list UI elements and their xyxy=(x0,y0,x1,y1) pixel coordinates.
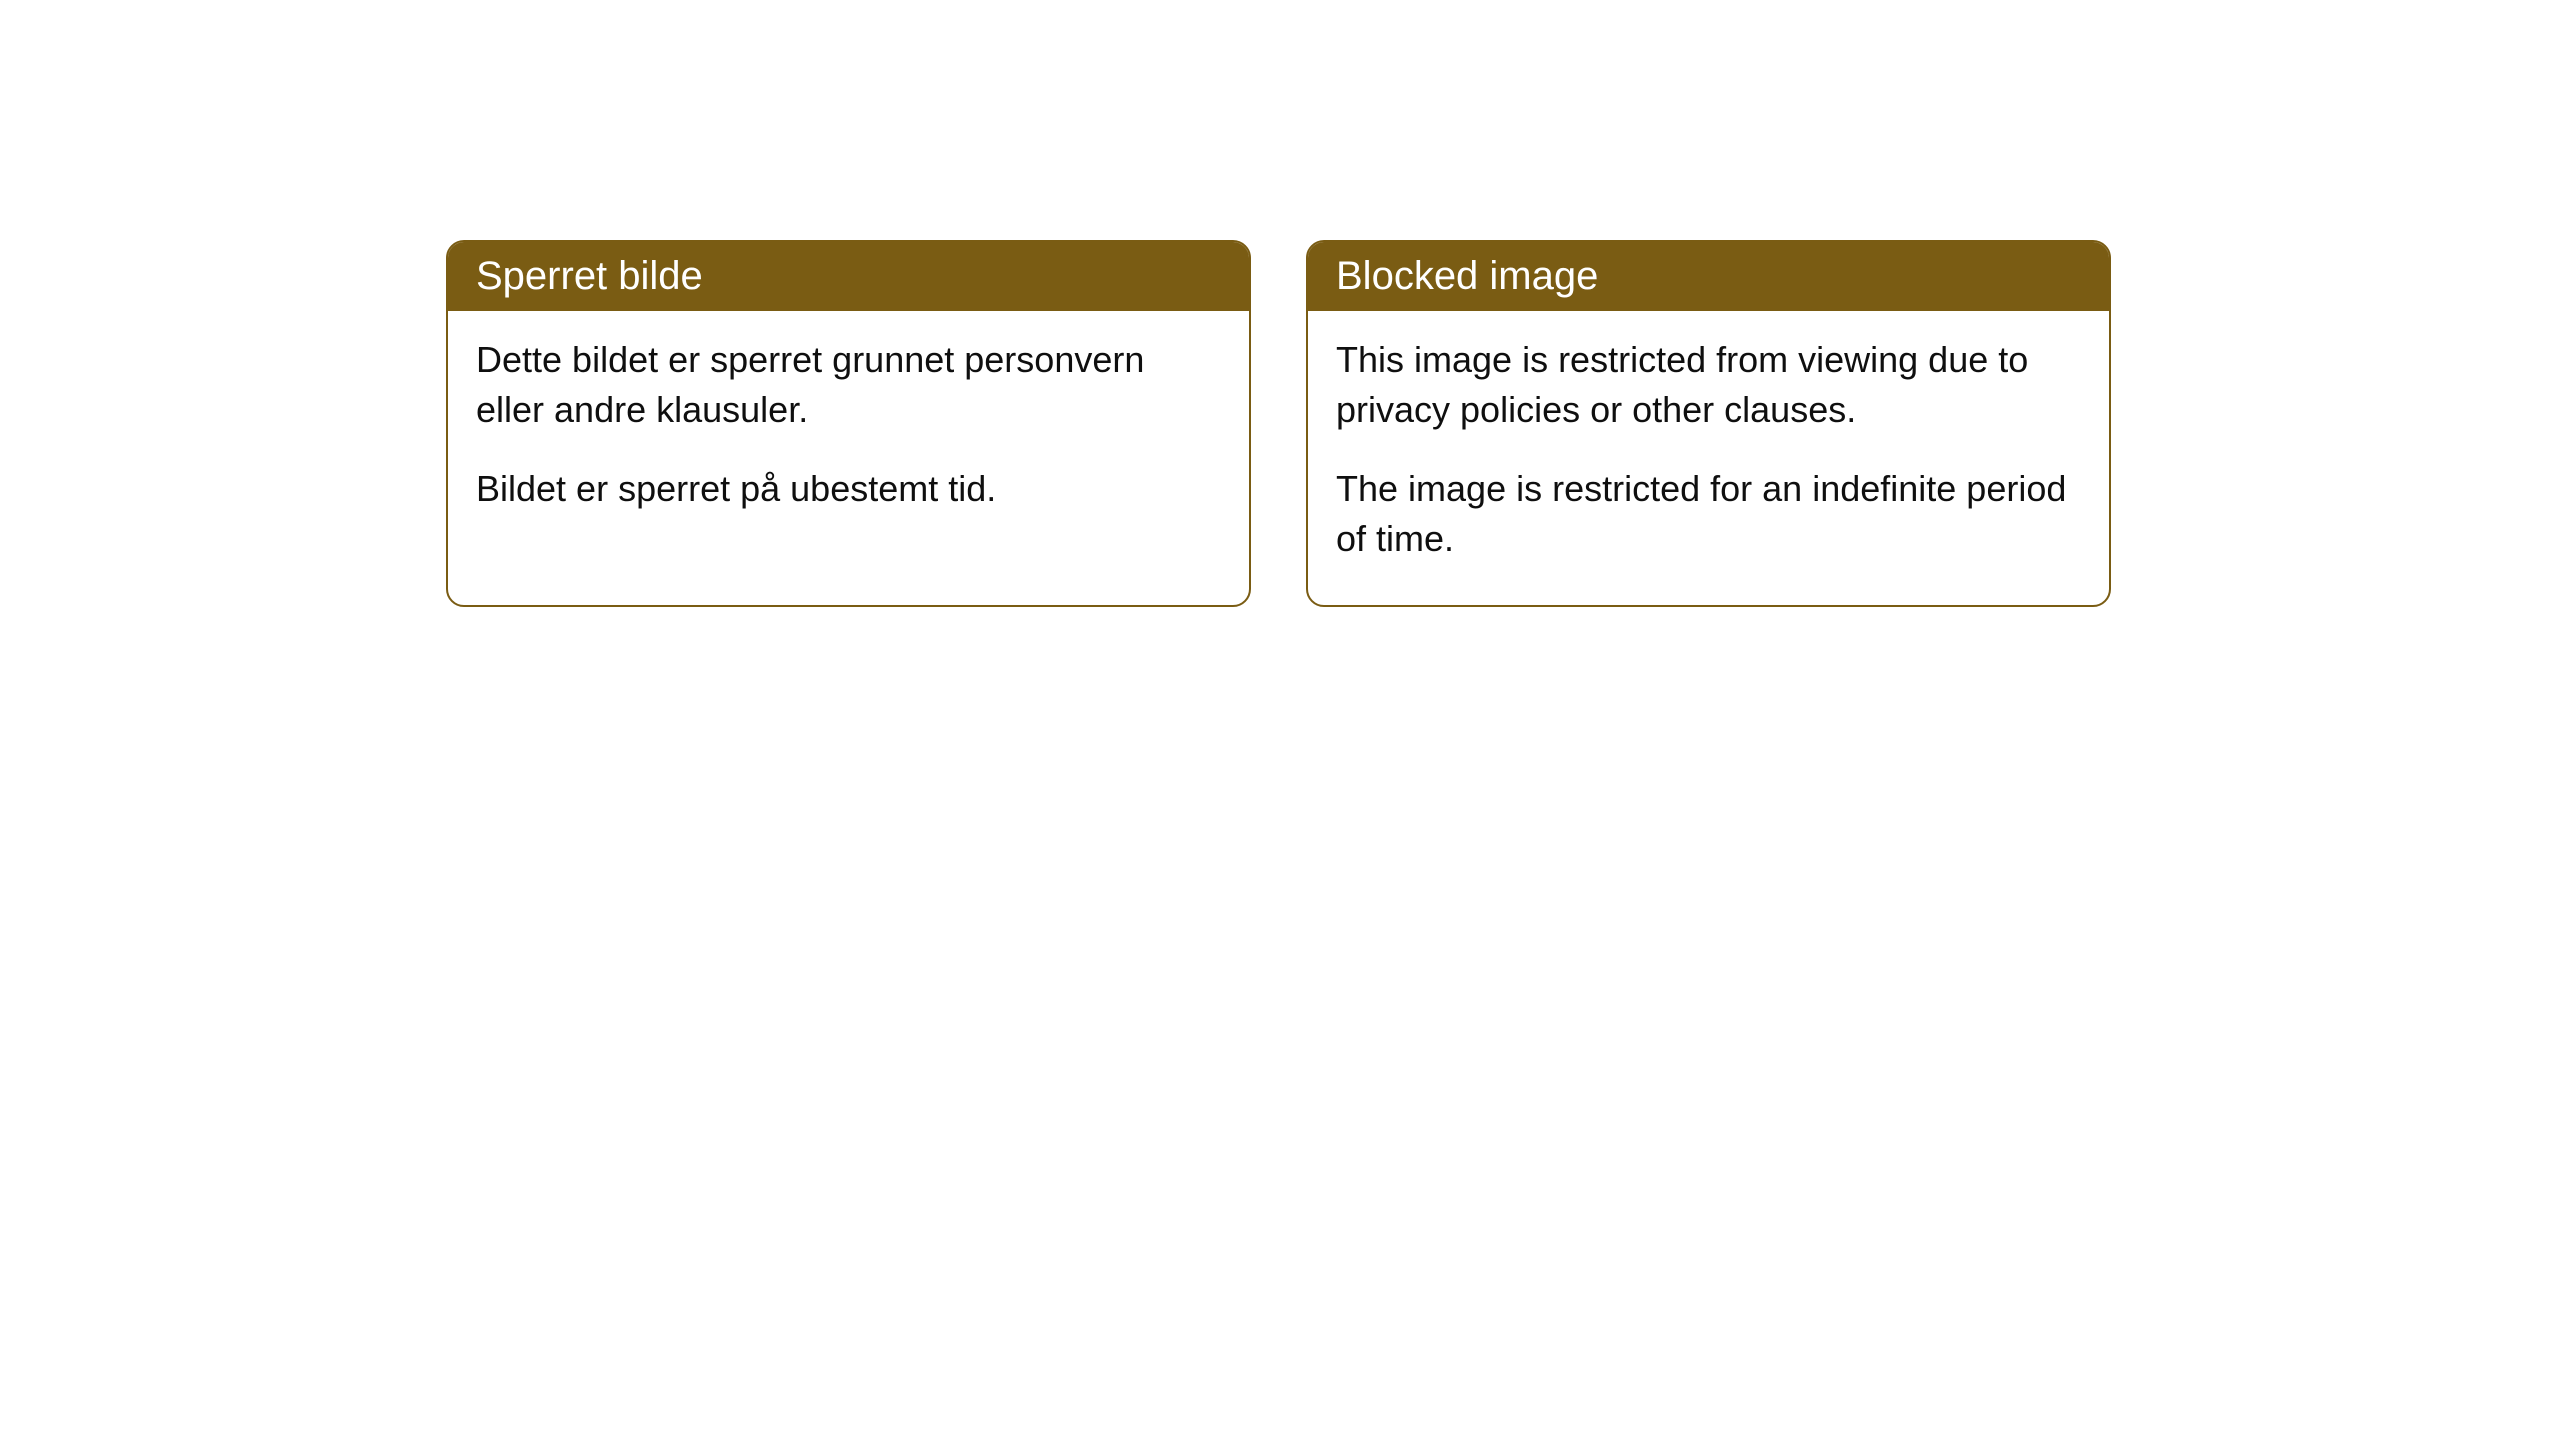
card-title: Sperret bilde xyxy=(448,242,1249,311)
card-body: This image is restricted from viewing du… xyxy=(1308,311,2109,605)
card-paragraph: Bildet er sperret på ubestemt tid. xyxy=(476,464,1221,514)
card-body: Dette bildet er sperret grunnet personve… xyxy=(448,311,1249,554)
notice-cards-container: Sperret bilde Dette bildet er sperret gr… xyxy=(446,240,2111,607)
card-paragraph: The image is restricted for an indefinit… xyxy=(1336,464,2081,565)
card-paragraph: This image is restricted from viewing du… xyxy=(1336,335,2081,436)
notice-card-norwegian: Sperret bilde Dette bildet er sperret gr… xyxy=(446,240,1251,607)
card-title: Blocked image xyxy=(1308,242,2109,311)
card-paragraph: Dette bildet er sperret grunnet personve… xyxy=(476,335,1221,436)
notice-card-english: Blocked image This image is restricted f… xyxy=(1306,240,2111,607)
